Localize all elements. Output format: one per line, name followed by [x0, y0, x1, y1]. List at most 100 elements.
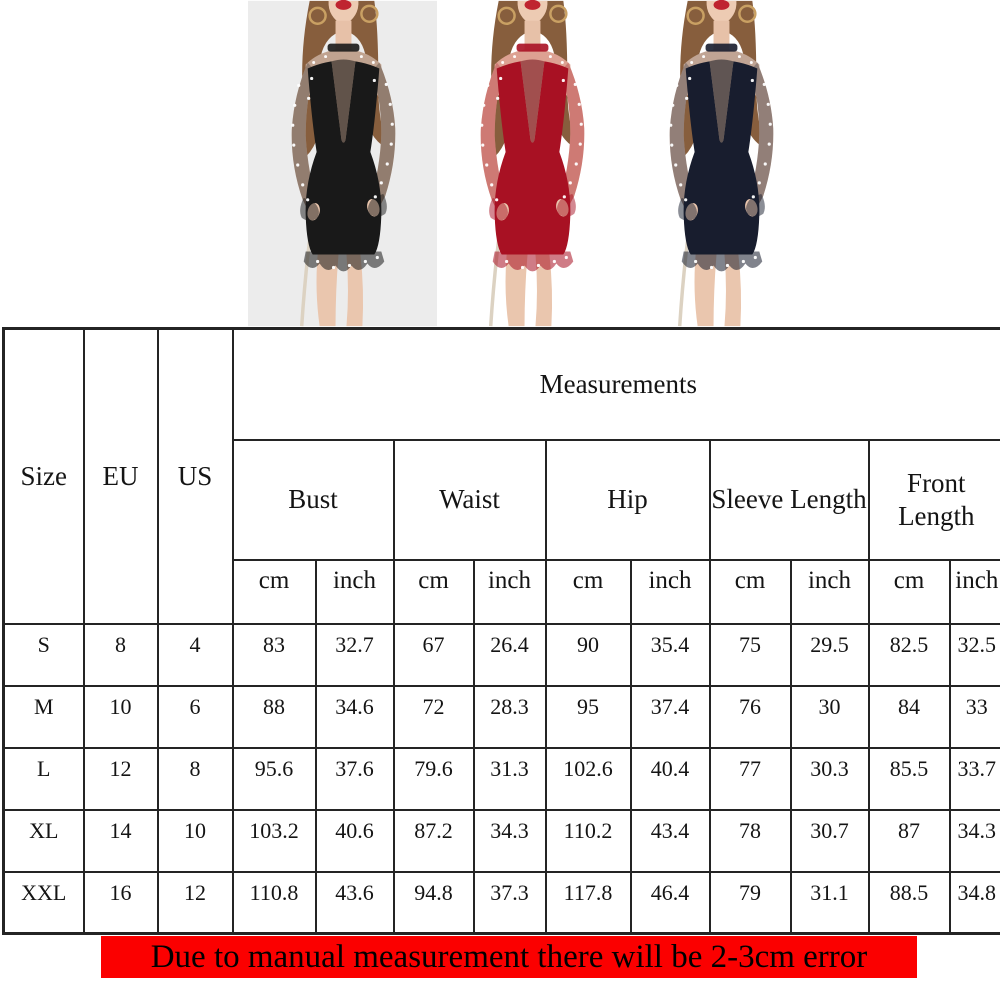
size-chart-cell: 82.5	[867, 622, 951, 687]
size-chart-table: Size EU US Measurements Bust Waist Hip S…	[2, 327, 1000, 935]
unit-header-inch: inch	[472, 558, 547, 625]
product-photo-black-dress	[248, 0, 437, 327]
group-header-waist: Waist	[392, 438, 547, 561]
size-chart-cell: 90	[544, 622, 632, 687]
size-chart-cell: 34.8	[948, 870, 1000, 935]
size-chart-cell: 37.6	[314, 746, 395, 811]
size-chart-cell: 88	[231, 684, 317, 749]
size-chart-cell: 72	[392, 684, 475, 749]
size-chart-cell: 35.4	[629, 622, 711, 687]
size-chart-cell: 102.6	[544, 746, 632, 811]
size-chart-cell: 26.4	[472, 622, 547, 687]
size-chart-cell: 10	[156, 808, 234, 873]
dress-model-illustration	[626, 0, 815, 327]
group-header-sleeve-length: Sleeve Length	[708, 438, 870, 561]
size-chart-cell: 94.8	[392, 870, 475, 935]
size-chart-cell: 43.4	[629, 808, 711, 873]
size-chart-cell: 8	[156, 746, 234, 811]
col-header-eu: EU	[82, 327, 159, 625]
size-chart-cell: 83	[231, 622, 317, 687]
notice-banner: Due to manual measurement there will be …	[101, 936, 917, 978]
product-gallery	[248, 0, 815, 327]
col-header-size: Size	[2, 327, 85, 625]
size-chart-cell: 67	[392, 622, 475, 687]
size-chart-cell: XXL	[2, 870, 85, 935]
size-chart-cell: 14	[82, 808, 159, 873]
size-chart-cell: 77	[708, 746, 792, 811]
size-chart-cell: L	[2, 746, 85, 811]
size-chart-cell: 76	[708, 684, 792, 749]
col-header-us: US	[156, 327, 234, 625]
size-chart-cell: 8	[82, 622, 159, 687]
unit-header-cm: cm	[392, 558, 475, 625]
size-chart-cell: 6	[156, 684, 234, 749]
group-header-hip: Hip	[544, 438, 711, 561]
unit-header-inch: inch	[629, 558, 711, 625]
size-chart-cell: 37.3	[472, 870, 547, 935]
size-chart-cell: 12	[156, 870, 234, 935]
size-chart-cell: 103.2	[231, 808, 317, 873]
size-chart-cell: 87.2	[392, 808, 475, 873]
unit-header-cm: cm	[231, 558, 317, 625]
size-chart-cell: 32.5	[948, 622, 1000, 687]
size-chart-cell: 12	[82, 746, 159, 811]
size-chart-cell: 40.4	[629, 746, 711, 811]
product-photo-navy-dress	[626, 0, 815, 327]
size-chart-cell: 84	[867, 684, 951, 749]
group-header-bust: Bust	[231, 438, 395, 561]
size-chart-cell: S	[2, 622, 85, 687]
size-chart-cell: 79	[708, 870, 792, 935]
size-chart-cell: 4	[156, 622, 234, 687]
size-chart-cell: 31.3	[472, 746, 547, 811]
size-chart-cell: 79.6	[392, 746, 475, 811]
size-chart-cell: 37.4	[629, 684, 711, 749]
size-chart-cell: 34.6	[314, 684, 395, 749]
size-chart-cell: 30.7	[789, 808, 870, 873]
size-chart-cell: 110.2	[544, 808, 632, 873]
size-chart-cell: 95.6	[231, 746, 317, 811]
unit-header-inch: inch	[789, 558, 870, 625]
size-chart-cell: 95	[544, 684, 632, 749]
size-chart-cell: 40.6	[314, 808, 395, 873]
dress-model-illustration	[248, 0, 437, 327]
size-chart-cell: 87	[867, 808, 951, 873]
dress-model-illustration	[437, 0, 626, 327]
size-row-M: M 10 6 88 34.6 72 28.3 95 37.4 76 30 84 33	[2, 684, 1000, 749]
unit-header-cm: cm	[867, 558, 951, 625]
size-chart-cell: 33.7	[948, 746, 1000, 811]
size-chart-cell: 28.3	[472, 684, 547, 749]
header-row-measurements: Size EU US Measurements	[2, 327, 1000, 625]
size-row-XL: XL 14 10 103.2 40.6 87.2 34.3 110.2 43.4 78 30.7 87…	[2, 808, 1000, 873]
measurements-title: Measurements	[231, 327, 1000, 441]
unit-header-inch: inch	[948, 558, 1000, 625]
size-chart-cell: 33	[948, 684, 1000, 749]
size-chart-cell: 29.5	[789, 622, 870, 687]
size-row-XXL: XXL 16 12 110.8 43.6 94.8 37.3 117.8 46.4 79 31.1 8…	[2, 870, 1000, 935]
size-chart-cell: 16	[82, 870, 159, 935]
unit-header-cm: cm	[544, 558, 632, 625]
unit-header-cm: cm	[708, 558, 792, 625]
notice-text: Due to manual measurement there will be …	[150, 938, 868, 975]
size-row-L: L 12 8 95.6 37.6 79.6 31.3 102.6 40.4 77 30.3 85.5 3…	[2, 746, 1000, 811]
size-chart-cell: 30	[789, 684, 870, 749]
size-chart-cell: 88.5	[867, 870, 951, 935]
unit-header-inch: inch	[314, 558, 395, 625]
size-chart-cell: 85.5	[867, 746, 951, 811]
size-chart-cell: 34.3	[948, 808, 1000, 873]
size-chart-cell: 43.6	[314, 870, 395, 935]
size-chart-cell: 34.3	[472, 808, 547, 873]
size-chart-cell: 117.8	[544, 870, 632, 935]
size-chart-cell: 31.1	[789, 870, 870, 935]
header-row-units: cm inch cm inch cm inch cm inch cm inch	[4, 558, 1000, 625]
group-header-front-length: Front Length	[867, 438, 1000, 561]
size-chart-cell: 32.7	[314, 622, 395, 687]
size-chart-cell: 46.4	[629, 870, 711, 935]
size-chart-cell: 78	[708, 808, 792, 873]
size-chart-cell: M	[2, 684, 85, 749]
size-chart-cell: 110.8	[231, 870, 317, 935]
size-chart-cell: 30.3	[789, 746, 870, 811]
product-photo-red-dress	[437, 0, 626, 327]
size-chart-cell: 10	[82, 684, 159, 749]
size-row-S: S 8 4 83 32.7 67 26.4 90 35.4 75 29.5 82.5 32.5	[2, 622, 1000, 687]
